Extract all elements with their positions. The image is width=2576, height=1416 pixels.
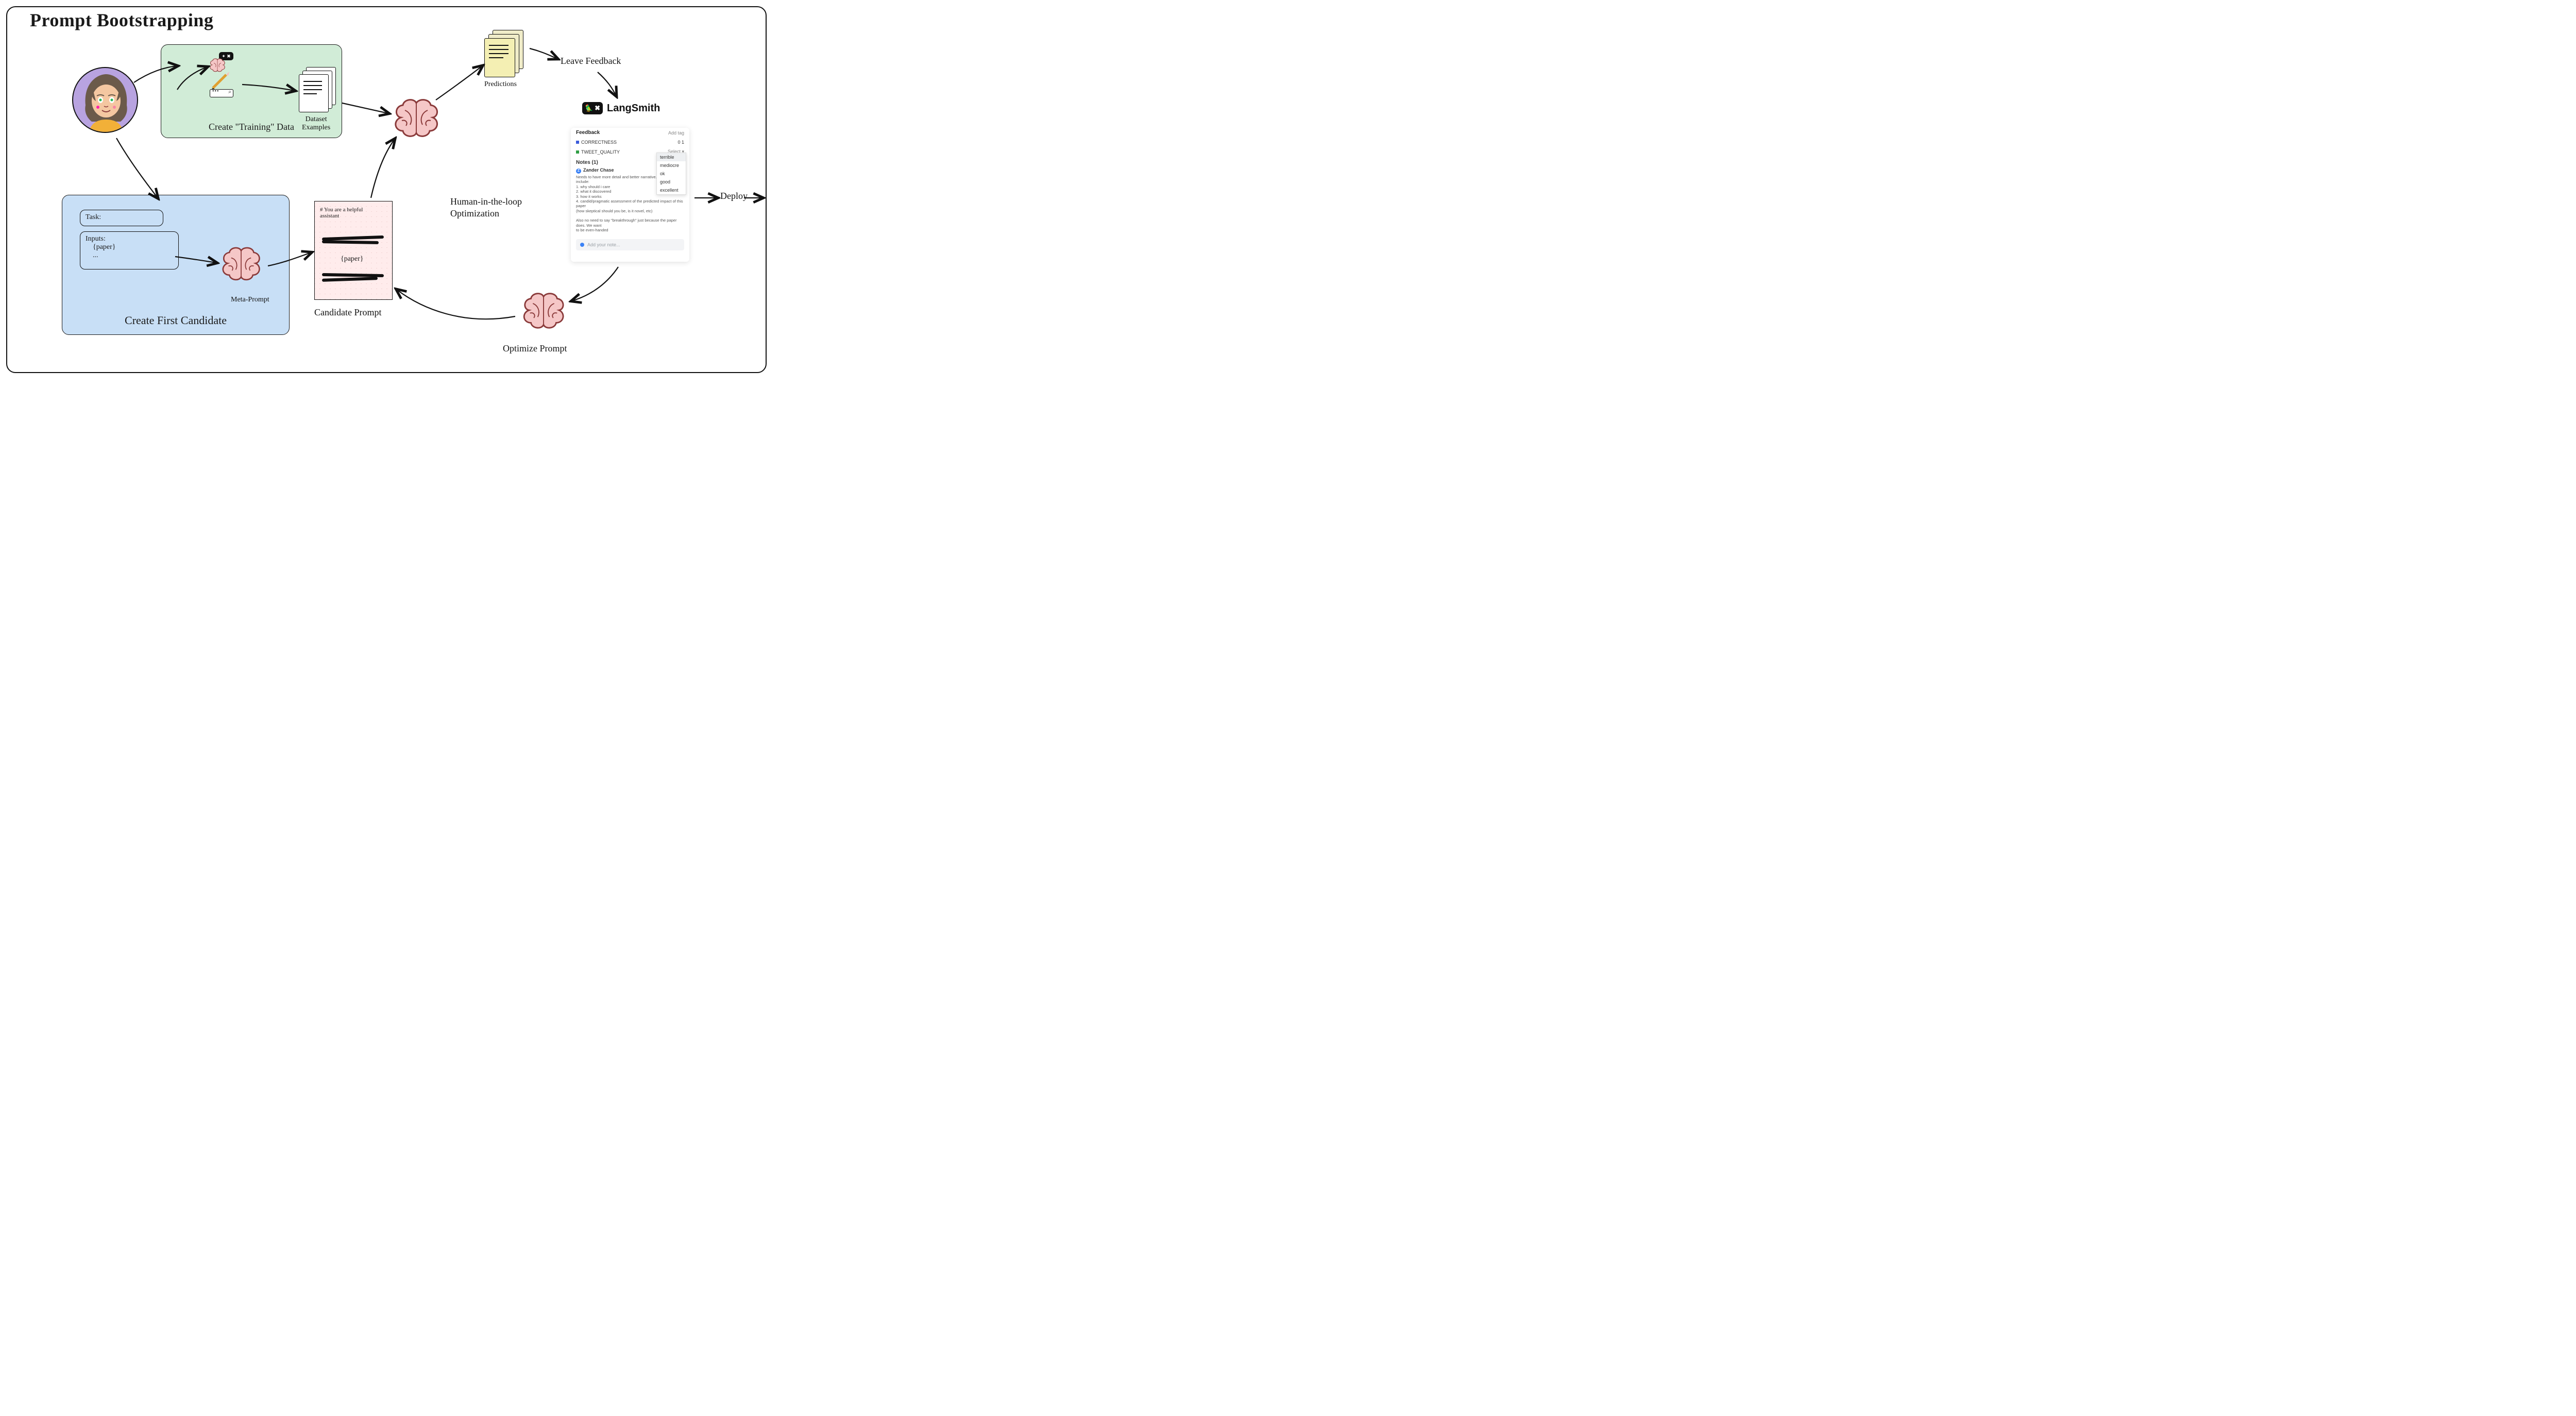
dropdown-option[interactable]: good xyxy=(657,178,686,186)
candidate-prompt-label: Candidate Prompt xyxy=(314,307,381,318)
diagram-title: Prompt Bootstrapping xyxy=(30,9,213,31)
langsmith-text: LangSmith xyxy=(607,103,660,114)
avatar-illustration xyxy=(73,68,138,133)
candidate-prompt-card: # You are a helpful assistant {paper} xyxy=(314,201,393,300)
predictions-stack xyxy=(484,30,526,76)
metric-correctness-options[interactable]: 0 1 xyxy=(677,140,684,145)
note-input[interactable]: Add your note... xyxy=(576,239,684,250)
brain-icon xyxy=(218,245,264,281)
langsmith-logo: 🦜✖ LangSmith xyxy=(582,102,660,114)
dropdown-option[interactable]: mediocre xyxy=(657,161,686,170)
inputs-box: Inputs: {paper} ... xyxy=(80,231,179,269)
optimize-prompt-label: Optimize Prompt xyxy=(503,343,567,354)
deploy-label: Deploy xyxy=(720,191,748,201)
first-candidate-caption: Create First Candidate xyxy=(62,314,289,327)
dropdown-option[interactable]: ok xyxy=(657,170,686,178)
metric-correctness: CORRECTNESS xyxy=(576,140,617,145)
predictions-label: Predictions xyxy=(484,80,517,89)
meta-prompt-label: Meta-Prompt xyxy=(231,296,269,304)
dropdown-option[interactable]: terrible xyxy=(657,153,686,161)
user-avatar xyxy=(72,67,138,133)
note-placeholder: Add your note... xyxy=(587,242,620,247)
brain-icon xyxy=(391,97,442,138)
search-bar-mini xyxy=(210,89,233,97)
brain-icon xyxy=(208,58,227,72)
task-box: Task: xyxy=(80,210,163,226)
candidate-prompt-header: # You are a helpful assistant xyxy=(320,207,382,219)
quality-dropdown[interactable]: terrible mediocre ok good excellent xyxy=(656,153,686,195)
dataset-examples-label: Dataset Examples xyxy=(302,115,330,132)
dropdown-option[interactable]: excellent xyxy=(657,186,686,194)
pencil-icon xyxy=(211,70,231,90)
leave-feedback-label: Leave Feedback xyxy=(561,56,621,66)
brain-icon xyxy=(519,291,568,330)
feedback-header: Feedback xyxy=(576,130,600,136)
metric-tweet-quality: TWEET_QUALITY xyxy=(576,149,620,155)
dataset-examples-stack xyxy=(299,67,340,113)
feedback-add-tag[interactable]: Add tag xyxy=(668,130,684,136)
hitl-label: Human-in-the-loop Optimization xyxy=(450,196,522,219)
feedback-card: Feedback Add tag CORRECTNESS 0 1 TWEET_Q… xyxy=(571,128,689,262)
candidate-prompt-slot: {paper} xyxy=(341,255,364,263)
langsmith-badge-icon: 🦜✖ xyxy=(582,102,603,114)
